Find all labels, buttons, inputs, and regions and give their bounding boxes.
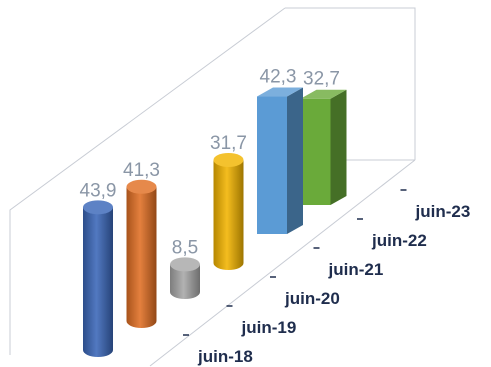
value-label: 32,7	[303, 69, 340, 90]
chart-frame	[9, 7, 416, 367]
bar-top	[300, 89, 347, 99]
value-labels-layer: 32,7 42,3 31,7 8,5 41,3 43,9	[80, 67, 340, 259]
value-label: 41,3	[123, 160, 160, 181]
x-axis-ticks-layer: juin-18 juin-19 juin-20 juin-21 juin-22 juin-…	[183, 189, 471, 366]
bar-top	[170, 257, 200, 272]
bar-top	[257, 87, 303, 97]
bar-juin-19	[126, 179, 157, 328]
value-label: 8,5	[172, 237, 198, 258]
bar-body	[170, 264, 200, 299]
value-label: 42,3	[260, 67, 297, 88]
bar-juin-18	[83, 200, 113, 357]
value-label: 43,9	[80, 180, 117, 201]
floor-front-edge	[149, 159, 416, 367]
bar-juin-20	[170, 257, 200, 299]
x-tick-label: juin-19	[241, 318, 297, 337]
bar-juin-22	[257, 87, 303, 235]
bar-top	[213, 152, 244, 167]
back-wall-outline	[285, 7, 416, 160]
x-tick-label: juin-22	[371, 231, 427, 250]
bar-juin-21	[213, 152, 244, 270]
bars-layer	[83, 87, 347, 357]
bar-juin-23	[300, 89, 347, 205]
bar-side	[330, 89, 347, 205]
bar-top	[83, 200, 113, 215]
x-tick-label: juin-20	[284, 289, 340, 308]
x-tick-label: juin-23	[415, 202, 471, 221]
bar-body	[83, 207, 113, 357]
left-wall-outline	[9, 7, 286, 355]
bar-body	[213, 159, 244, 270]
value-label: 31,7	[210, 133, 247, 154]
bar-body	[126, 186, 157, 328]
x-tick-label: juin-18	[197, 347, 253, 366]
bar-front	[300, 98, 331, 205]
bar-top	[126, 179, 157, 194]
bar-side	[287, 87, 303, 235]
bar-front	[257, 96, 287, 235]
x-tick-label: juin-21	[328, 260, 384, 279]
